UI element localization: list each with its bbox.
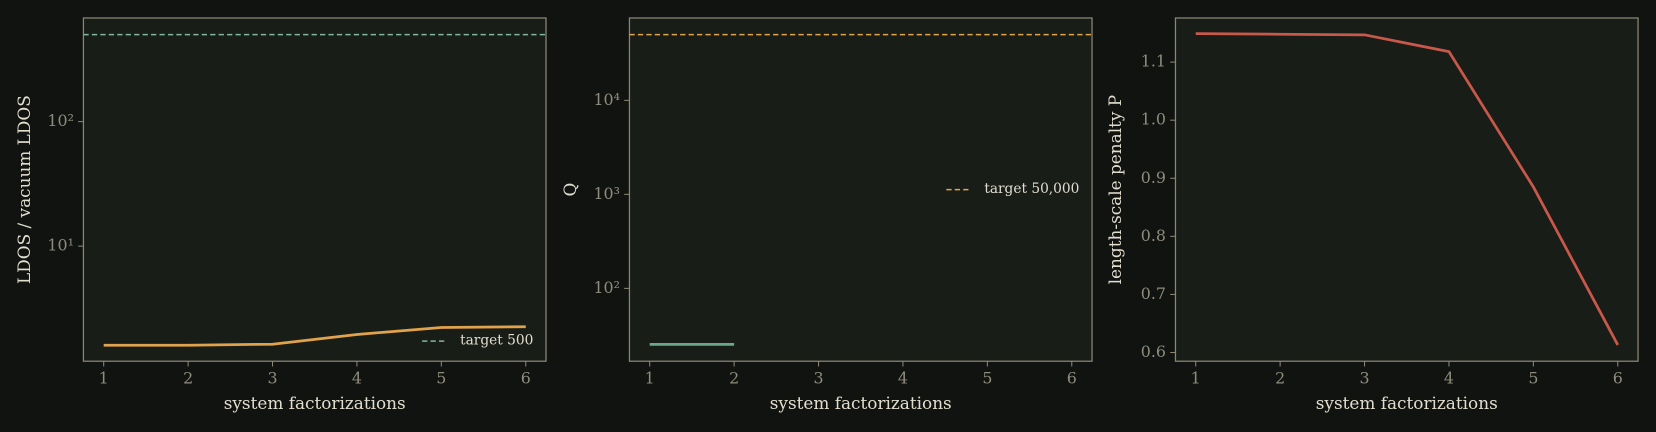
x-tick-label: 2 [729,369,739,388]
x-tick-label: 3 [1360,369,1370,388]
y-tick-label: 10² [593,278,620,297]
x-tick-label: 1 [99,369,109,388]
y-axis-label: LDOS / vacuum LDOS [14,95,34,284]
x-tick-label: 3 [813,369,823,388]
x-tick-label: 4 [898,369,908,388]
y-tick-label: 10⁴ [593,90,620,109]
legend-label: target 500 [460,333,533,349]
x-tick-label: 2 [183,369,193,388]
x-tick-label: 6 [1067,369,1077,388]
x-tick-label: 3 [267,369,277,388]
y-tick-label: 0.9 [1141,168,1166,187]
legend-entry: target 500 [422,333,533,349]
y-tick-label: 0.8 [1141,226,1166,245]
legend-entry: target 50,000 [946,181,1079,197]
x-tick-label: 4 [352,369,362,388]
x-tick-label: 5 [982,369,992,388]
y-tick-label: 0.6 [1141,342,1166,361]
y-tick-label: 1.1 [1141,52,1166,71]
y-tick-label: 0.7 [1141,284,1166,303]
plot-area [82,17,547,362]
x-tick-label: 4 [1444,369,1454,388]
y-axis-label: Q [560,183,580,197]
x-tick-label: 1 [645,369,655,388]
x-tick-label: 5 [436,369,446,388]
plot-area [1174,17,1639,362]
y-axis-label: length-scale penalty P [1105,95,1125,284]
x-tick-label: 6 [521,369,531,388]
data-line [1195,32,1620,346]
y-tick-label: 10¹ [47,236,74,255]
plot-area [628,17,1093,362]
x-tick-label: 5 [1528,369,1538,388]
x-tick-label: 2 [1275,369,1285,388]
x-axis-label: system factorizations [770,393,952,413]
y-tick-label: 10³ [593,184,620,203]
data-line [103,325,526,347]
y-tick-label: 1.0 [1141,110,1166,129]
y-tick-label: 10² [47,111,74,130]
x-axis-label: system factorizations [1316,393,1498,413]
x-tick-label: 6 [1613,369,1623,388]
x-axis-label: system factorizations [224,393,406,413]
x-tick-label: 1 [1191,369,1201,388]
legend-label: target 50,000 [984,181,1079,197]
